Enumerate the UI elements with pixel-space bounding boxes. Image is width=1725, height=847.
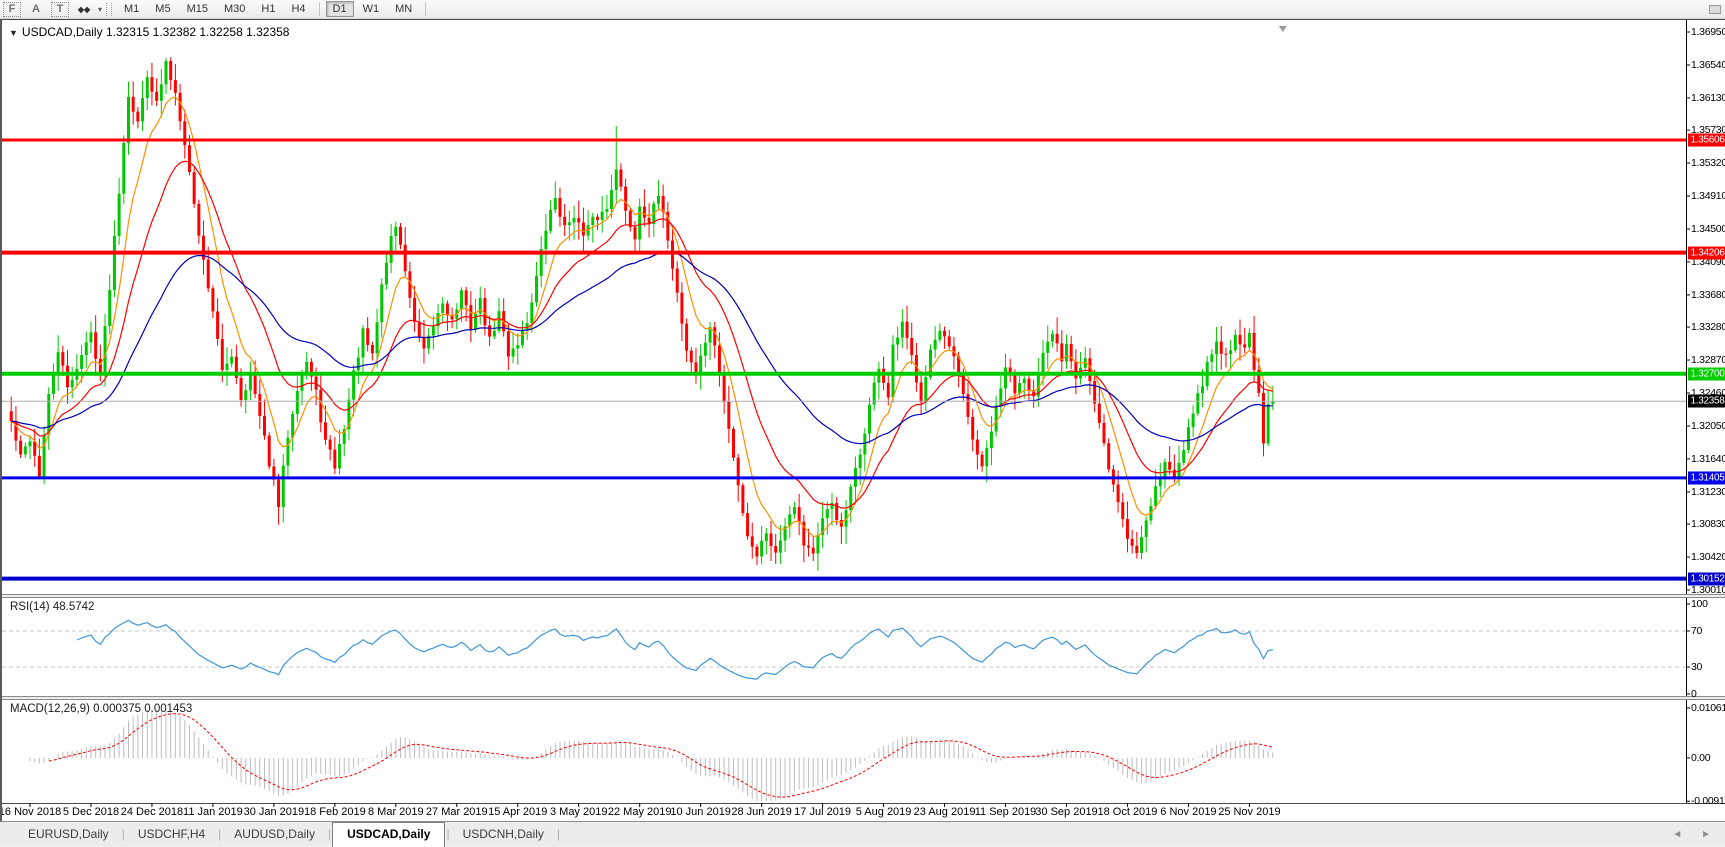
- price-tick-label: 1.30010: [1691, 584, 1725, 596]
- chart-tab-bar: EURUSD,Daily|USDCHF,H4|AUDUSD,Daily|USDC…: [0, 821, 1725, 846]
- date-tick-label: 24 Dec 2018: [121, 806, 183, 818]
- macd-indicator-label: MACD(12,26,9) 0.000375 0.001453: [10, 703, 192, 715]
- timeframe-button-MN[interactable]: MN: [388, 1, 419, 17]
- timeframe-button-H4[interactable]: H4: [284, 1, 312, 17]
- rsi-panel-splitter[interactable]: [2, 594, 1725, 598]
- date-tick-label: 25 Nov 2019: [1218, 806, 1280, 818]
- date-tick-label: 27 Mar 2019: [426, 806, 488, 818]
- rsi-indicator-label: RSI(14) 48.5742: [10, 601, 94, 613]
- date-tick-label: 28 Jun 2019: [731, 806, 792, 818]
- chart-window[interactable]: ▼ USDCAD,Daily 1.32315 1.32382 1.32258 1.…: [0, 19, 1725, 821]
- date-tick-label: 8 Mar 2019: [368, 806, 424, 818]
- price-chart-canvas[interactable]: [2, 20, 1725, 821]
- price-tick-label: 1.33280: [1691, 321, 1725, 333]
- toolbar-right-button[interactable]: [1709, 5, 1721, 14]
- toolbar-grip[interactable]: [106, 3, 112, 16]
- chart-ohlc-values: 1.32315 1.32382 1.32258 1.32358: [106, 25, 290, 39]
- chart-tab-audusd-daily[interactable]: AUDUSD,Daily: [222, 824, 327, 846]
- timeframe-button-M15[interactable]: M15: [180, 1, 215, 17]
- text-a-icon[interactable]: A: [27, 2, 45, 17]
- macd-tick-label: -0.00918: [1691, 795, 1725, 807]
- fibonacci-grid-icon[interactable]: F: [3, 2, 21, 17]
- rsi-line: [77, 620, 1273, 679]
- price-tick-label: 1.30830: [1691, 518, 1725, 530]
- price-tick-label: 1.32870: [1691, 354, 1725, 366]
- date-tick-label: 23 Aug 2019: [914, 806, 976, 818]
- macd-tick-label: 0.010615: [1691, 702, 1725, 714]
- timeframe-button-M5[interactable]: M5: [148, 1, 177, 17]
- date-tick-label: 16 Nov 2018: [0, 806, 61, 818]
- chart-tab-usdcnh-daily[interactable]: USDCNH,Daily: [451, 824, 556, 846]
- price-tick-label: 1.31640: [1691, 453, 1725, 465]
- ma-line-8: [11, 97, 1273, 536]
- toolbar-separator: [425, 2, 426, 16]
- date-tick-label: 30 Jan 2019: [244, 806, 305, 818]
- shapes-dropdown-caret-icon[interactable]: ▾: [98, 5, 102, 14]
- timeframe-button-H1[interactable]: H1: [254, 1, 282, 17]
- timeframe-button-W1[interactable]: W1: [356, 1, 387, 17]
- price-tick-label: 1.30420: [1691, 551, 1725, 563]
- hline-price-badge: 1.30152: [1688, 572, 1725, 585]
- price-tick-label: 1.35320: [1691, 157, 1725, 169]
- rsi-layer: [2, 620, 1686, 679]
- date-tick-label: 10 Jun 2019: [670, 806, 731, 818]
- price-tick-label: 1.34910: [1691, 190, 1725, 202]
- moving-averages-layer: [11, 97, 1273, 536]
- price-tick-label: 1.36950: [1691, 26, 1725, 38]
- chart-tab-eurusd-daily[interactable]: EURUSD,Daily: [16, 824, 121, 846]
- date-tick-label: 5 Dec 2018: [63, 806, 119, 818]
- chart-dropdown-icon[interactable]: ▼: [9, 28, 18, 38]
- candles-layer: [10, 57, 1275, 570]
- hlines-layer: [2, 26, 1686, 579]
- date-tick-label: 11 Sep 2019: [975, 806, 1037, 818]
- rsi-tick-label: 70: [1691, 625, 1702, 637]
- date-tick-label: 17 Jul 2019: [794, 806, 851, 818]
- chart-tab-usdchf-h4[interactable]: USDCHF,H4: [126, 824, 217, 846]
- timeframe-button-M1[interactable]: M1: [117, 1, 146, 17]
- tab-separator: |: [556, 827, 561, 846]
- price-tick-label: 1.36540: [1691, 59, 1725, 71]
- toolbar-separator: [319, 2, 320, 16]
- shapes-icon[interactable]: ◆◆: [75, 2, 93, 17]
- macd-panel-splitter[interactable]: [2, 696, 1725, 700]
- macd-tick-label: 0.00: [1691, 752, 1710, 764]
- date-tick-label: 18 Oct 2019: [1097, 806, 1157, 818]
- timeframe-button-M30[interactable]: M30: [217, 1, 252, 17]
- rsi-tick-label: 100: [1691, 598, 1708, 610]
- timeframe-button-D1[interactable]: D1: [326, 1, 354, 17]
- date-tick-label: 15 Apr 2019: [488, 806, 547, 818]
- date-tick-label: 30 Sep 2019: [1035, 806, 1097, 818]
- macd-layer: [30, 709, 1273, 801]
- price-tick-label: 1.34500: [1691, 223, 1725, 235]
- price-tick-label: 1.36130: [1691, 92, 1725, 104]
- text-label-icon[interactable]: T: [51, 2, 69, 17]
- date-tick-label: 18 Feb 2019: [304, 806, 366, 818]
- hline-price-badge: 1.35606: [1688, 134, 1725, 147]
- macd-signal-line: [49, 714, 1273, 798]
- rsi-tick-label: 30: [1691, 661, 1702, 673]
- date-tick-label: 5 Aug 2019: [856, 806, 912, 818]
- price-tick-label: 1.33680: [1691, 289, 1725, 301]
- chart-title: ▼ USDCAD,Daily 1.32315 1.32382 1.32258 1.…: [9, 25, 289, 39]
- tab-scroll-arrows[interactable]: ◄ ►: [1672, 829, 1719, 840]
- current-price-badge: 1.32358: [1688, 395, 1725, 408]
- hline-price-badge: 1.32700: [1688, 367, 1725, 380]
- date-tick-label: 22 May 2019: [608, 806, 672, 818]
- date-tick-label: 6 Nov 2019: [1160, 806, 1216, 818]
- date-tick-label: 11 Jan 2019: [183, 806, 243, 818]
- price-tick-label: 1.32050: [1691, 420, 1725, 432]
- rsi-tick-label: 0: [1691, 688, 1697, 700]
- date-tick-label: 3 May 2019: [550, 806, 607, 818]
- hline-price-badge: 1.34206: [1688, 246, 1725, 259]
- hline-price-badge: 1.31405: [1688, 471, 1725, 484]
- chart-symbol-label: USDCAD,Daily: [22, 25, 103, 39]
- chart-shift-marker-icon: [1279, 26, 1287, 32]
- ma-line-50: [11, 251, 1273, 443]
- chart-tab-usdcad-daily[interactable]: USDCAD,Daily: [332, 822, 445, 847]
- price-tick-label: 1.31230: [1691, 486, 1725, 498]
